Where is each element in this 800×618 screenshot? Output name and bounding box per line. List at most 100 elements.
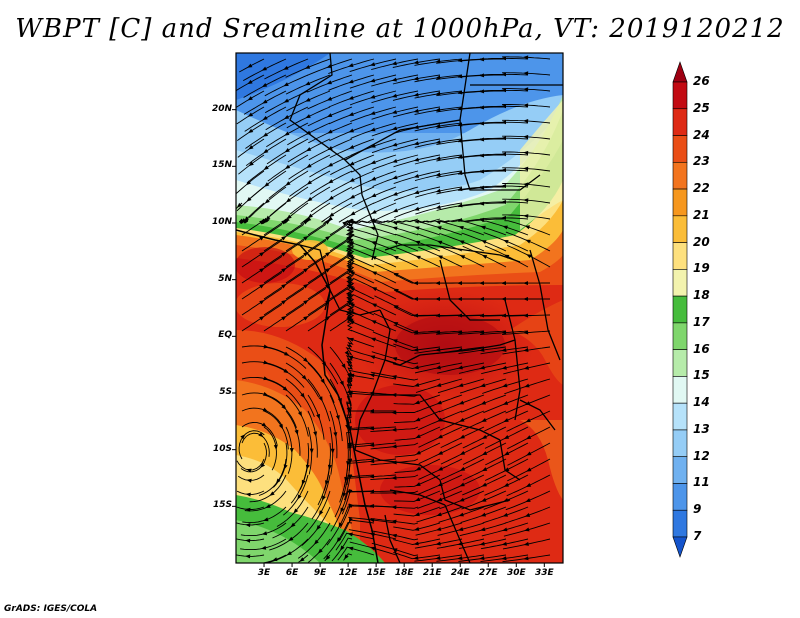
colorbar-swatch [672,242,688,270]
streamline-arrow [304,64,311,69]
streamline-arrow [349,271,355,276]
streamline-arrow [435,220,441,225]
streamline-arrow [275,478,281,484]
streamline-arrow [348,241,355,246]
streamline-arrow [392,226,398,231]
streamline-arrow [391,374,397,379]
streamline-arrow [415,255,421,260]
streamline-arrow [479,57,485,62]
streamline-arrow [413,555,419,560]
streamline-arrow [501,104,507,109]
streamline-arrow [281,316,287,321]
country-border [329,289,381,316]
streamline-arrow [347,408,352,414]
streamline-arrow [247,63,253,68]
colorbar-label: 7 [693,529,702,543]
colorbar-label: 18 [693,288,710,303]
streamline-arrow [479,217,485,222]
streamline-arrow [313,539,319,545]
streamline-arrow [413,296,419,301]
streamline-arrow [328,212,335,217]
streamline-arrow [369,459,375,464]
streamline-arrow [413,60,419,65]
streamline-arrow [457,154,463,159]
colorbar-swatch [672,376,688,404]
streamline-arrow [391,93,398,98]
streamline-arrow [481,254,488,259]
streamline-arrow [413,313,419,318]
streamline-arrow [501,183,507,188]
streamline-arrow [457,58,463,63]
streamline-arrow [370,241,377,246]
streamline-arrow [333,432,338,438]
streamline-arrow [413,541,419,546]
streamline-arrow [413,281,419,286]
streamline-arrow [501,556,507,561]
streamline-arrow [369,408,375,413]
streamline-arrow [523,150,529,155]
streamline-arrow [501,72,507,77]
streamline-arrow [391,475,397,480]
streamline-arrow [391,519,397,524]
streamline-arrow [413,108,419,113]
streamline-arrow [283,351,290,356]
streamline-arrow [246,468,252,473]
streamline-arrow [248,145,254,150]
lat-label: 10S [212,443,232,454]
colorbar-label: 24 [693,127,710,142]
streamline-arrow [245,523,251,528]
streamline-arrow [479,365,485,370]
streamline-arrow [392,339,398,344]
streamline-arrow [330,448,335,454]
streamline-arrow [414,497,421,502]
lat-label: 10N [211,217,232,227]
streamline-arrow [281,236,287,241]
streamline-arrow [348,517,353,523]
lon-label: 15E [366,568,386,578]
streamline-arrow [480,383,486,388]
streamline-arrow [284,148,290,153]
colorbar-swatch [672,456,688,484]
streamline-arrow [350,211,356,216]
streamline-arrow [322,495,326,501]
streamline-arrow [278,423,284,430]
streamline-arrow [316,524,321,531]
streamline-arrow [414,512,420,517]
streamline-arrow [297,494,302,500]
streamline-arrow [415,417,421,422]
streamline-arrow [347,372,352,378]
streamline-arrow [303,268,309,273]
streamline-arrow [247,112,254,117]
streamline-arrow [342,492,347,498]
streamline-arrow [480,225,486,230]
streamline-arrow [526,254,532,259]
lon-label: 3E [257,568,271,578]
streamline-arrow [435,541,441,546]
streamline-arrow [307,213,313,219]
streamline-arrow [349,161,355,166]
streamline-arrow [335,415,340,421]
streamline-arrow [413,347,419,352]
streamline-arrow [247,79,253,85]
streamline-arrow [391,410,397,415]
streamline-arrow [523,296,529,301]
streamline-arrow [481,451,488,456]
streamline-arrow [320,378,325,384]
streamline-arrow [435,140,441,145]
streamline-arrow [348,63,354,67]
streamline-arrow [391,110,398,114]
streamline-arrow [245,554,251,559]
streamline-arrow [347,355,354,360]
streamline-arrow [241,218,247,224]
streamline-arrow [259,268,265,273]
map-title: WBPT [C] and Sreamline at 1000hPa, VT: 2… [15,14,785,44]
streamline-arrow [523,330,529,335]
streamline-arrow [502,383,508,388]
country-border [419,339,516,356]
streamline-arrow [457,171,463,176]
streamline-arrow [260,545,267,550]
streamline-arrow [435,527,442,531]
streamline-arrow [370,111,376,115]
streamline-arrow [369,518,375,523]
streamline-arrow [262,115,268,121]
